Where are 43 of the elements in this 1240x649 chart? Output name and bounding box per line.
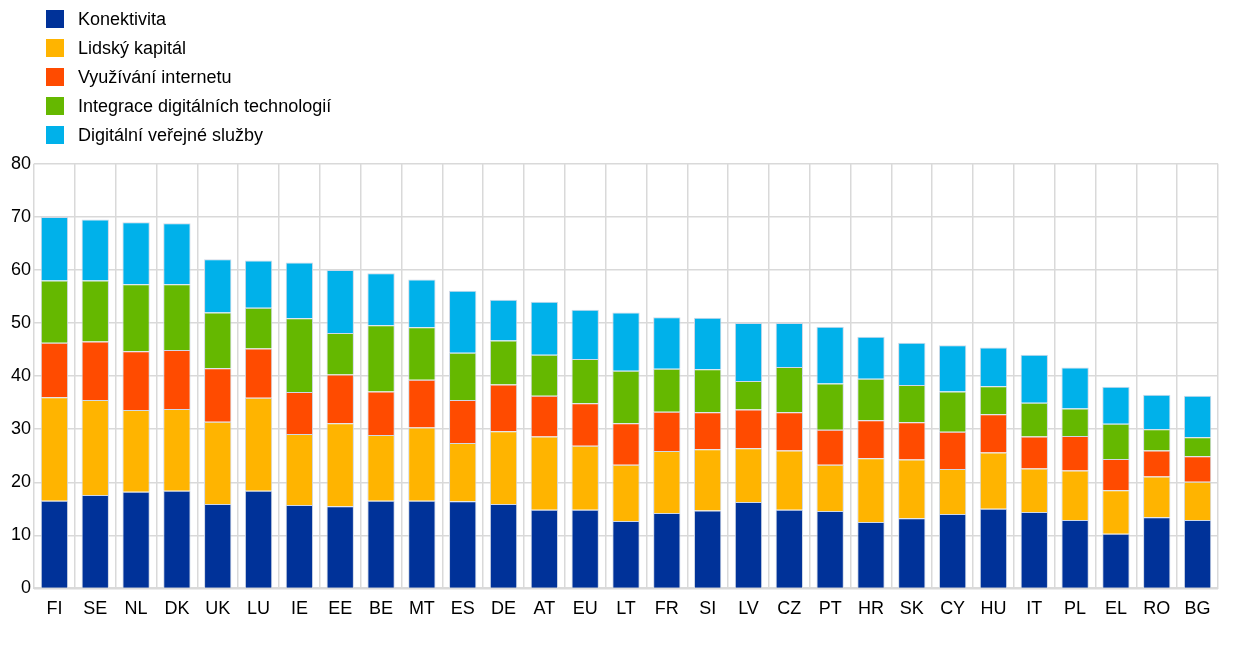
y-tick-label: 70 [10,205,32,226]
y-tick-label: 10 [10,524,32,545]
x-tick-label: NL [124,598,148,619]
x-tick-label: DK [164,598,190,619]
x-tick-label: IE [290,598,308,619]
x-tick-label: EL [1104,598,1127,619]
x-tick-label: BG [1184,598,1211,619]
x-tick-label: FR [654,598,679,619]
legend-label: Využívání internetu [78,66,232,88]
x-tick-label: LT [616,598,636,619]
legend-label: Lidský kapitál [78,37,187,59]
x-tick-label: IT [1026,598,1043,619]
x-tick-label: LV [738,598,759,619]
y-tick-label: 20 [10,471,32,492]
x-tick-label: DE [491,598,517,619]
x-tick-label: EU [572,598,598,619]
x-tick-label: FI [46,598,63,619]
x-tick-label: CY [940,598,966,619]
x-tick-label: EE [328,598,353,619]
x-tick-label: SE [83,598,108,619]
x-tick-label: BE [369,598,394,619]
x-tick-label: PT [818,598,842,619]
x-tick-label: LU [247,598,271,619]
x-tick-label: AT [533,598,556,619]
x-tick-label: CZ [777,598,802,619]
x-tick-label: HR [857,598,884,619]
legend-label: Integrace digitálních technologií [78,95,332,117]
x-tick-label: SI [699,598,717,619]
y-tick-label: 0 [21,577,32,598]
y-tick-label: 30 [10,418,32,439]
y-tick-label: 60 [10,258,32,279]
legend-label: Konektivita [78,8,167,30]
x-tick-label: RO [1143,598,1171,619]
x-tick-label: SK [899,598,924,619]
x-tick-label: PL [1064,598,1087,619]
y-tick-label: 40 [10,365,32,386]
x-tick-label: HU [980,598,1007,619]
y-tick-label: 80 [10,152,32,173]
x-tick-label: UK [205,598,231,619]
x-tick-label: MT [408,598,435,619]
y-tick-label: 50 [10,311,32,332]
legend-label: Digitální veřejné služby [78,124,264,146]
x-tick-label: ES [450,598,475,619]
